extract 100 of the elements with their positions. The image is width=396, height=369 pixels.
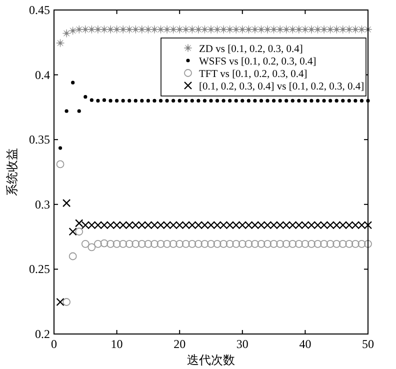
point xyxy=(64,109,68,113)
point xyxy=(301,240,310,248)
point xyxy=(294,240,303,248)
point xyxy=(140,98,144,103)
point xyxy=(106,240,114,248)
point xyxy=(244,240,253,248)
point xyxy=(232,240,240,248)
point xyxy=(62,29,71,38)
point xyxy=(320,240,328,248)
point xyxy=(163,240,171,248)
point xyxy=(297,98,301,103)
point xyxy=(284,98,288,103)
x-tick-label: 50 xyxy=(362,337,374,351)
point xyxy=(162,25,172,34)
point xyxy=(282,25,291,34)
point xyxy=(200,240,209,248)
point xyxy=(294,25,304,34)
point xyxy=(341,98,345,103)
x-tick-label: 30 xyxy=(236,337,248,351)
point xyxy=(213,25,222,34)
point xyxy=(131,25,140,34)
point xyxy=(77,109,81,113)
point xyxy=(288,240,297,248)
point xyxy=(251,240,259,248)
point xyxy=(360,98,364,103)
point xyxy=(326,25,334,34)
point xyxy=(184,98,188,103)
point xyxy=(202,98,207,103)
y-tick-label: 0.35 xyxy=(29,132,50,147)
point xyxy=(207,240,215,248)
point xyxy=(102,98,106,102)
point xyxy=(138,240,146,248)
point xyxy=(88,25,96,34)
point xyxy=(144,240,152,248)
point xyxy=(158,98,163,103)
point xyxy=(276,25,284,34)
y-axis-title: 系统收益 xyxy=(5,148,19,196)
point xyxy=(345,25,354,34)
point xyxy=(100,25,108,34)
point xyxy=(176,240,184,248)
x-tick-label: 10 xyxy=(110,337,123,351)
point xyxy=(115,98,119,103)
point xyxy=(266,98,270,103)
point xyxy=(194,25,203,34)
legend-label: TFT vs [0.1, 0.2, 0.3, 0.4] xyxy=(199,69,308,80)
point xyxy=(209,98,213,103)
point xyxy=(90,98,94,102)
x-axis-title: 迭代次数 xyxy=(187,353,235,367)
point xyxy=(238,25,247,34)
point xyxy=(94,240,102,248)
point xyxy=(132,240,140,248)
point xyxy=(316,98,320,103)
point xyxy=(307,25,316,34)
point xyxy=(81,25,90,34)
point xyxy=(334,98,338,103)
point xyxy=(58,146,62,150)
point xyxy=(240,98,244,103)
point xyxy=(238,240,246,248)
point xyxy=(303,98,307,103)
point xyxy=(138,25,146,34)
point xyxy=(88,243,96,252)
legend-label: ZD vs [0.1, 0.2, 0.3, 0.4] xyxy=(199,44,303,55)
legend-label: [0.1, 0.2, 0.3, 0.4] vs [0.1, 0.2, 0.3, 0.4] xyxy=(199,82,364,92)
point xyxy=(358,240,366,248)
point xyxy=(354,98,358,103)
point xyxy=(128,98,132,103)
point xyxy=(322,98,326,103)
point xyxy=(338,25,348,34)
point xyxy=(106,25,115,34)
point xyxy=(100,239,108,248)
point xyxy=(272,98,276,103)
point xyxy=(62,298,71,306)
point xyxy=(310,98,314,103)
point xyxy=(125,240,134,248)
point xyxy=(119,240,128,248)
point xyxy=(320,25,328,34)
point xyxy=(175,25,184,34)
point xyxy=(56,160,64,168)
point xyxy=(332,240,341,248)
point xyxy=(338,240,347,248)
point xyxy=(74,25,84,34)
point xyxy=(253,98,257,103)
point xyxy=(220,240,228,248)
point xyxy=(96,98,100,103)
point xyxy=(364,240,372,248)
point xyxy=(188,25,196,34)
y-tick-label: 0.2 xyxy=(35,327,50,341)
point xyxy=(169,25,178,34)
point xyxy=(351,25,360,34)
point xyxy=(178,98,182,103)
point xyxy=(118,25,128,34)
point xyxy=(278,98,282,103)
point xyxy=(121,98,125,103)
point xyxy=(68,228,77,236)
point xyxy=(94,25,102,34)
legend-label: WSFS vs [0.1, 0.2, 0.3, 0.4] xyxy=(199,56,316,68)
point xyxy=(290,98,294,103)
point xyxy=(257,25,266,34)
point xyxy=(270,240,278,248)
point xyxy=(326,240,334,248)
